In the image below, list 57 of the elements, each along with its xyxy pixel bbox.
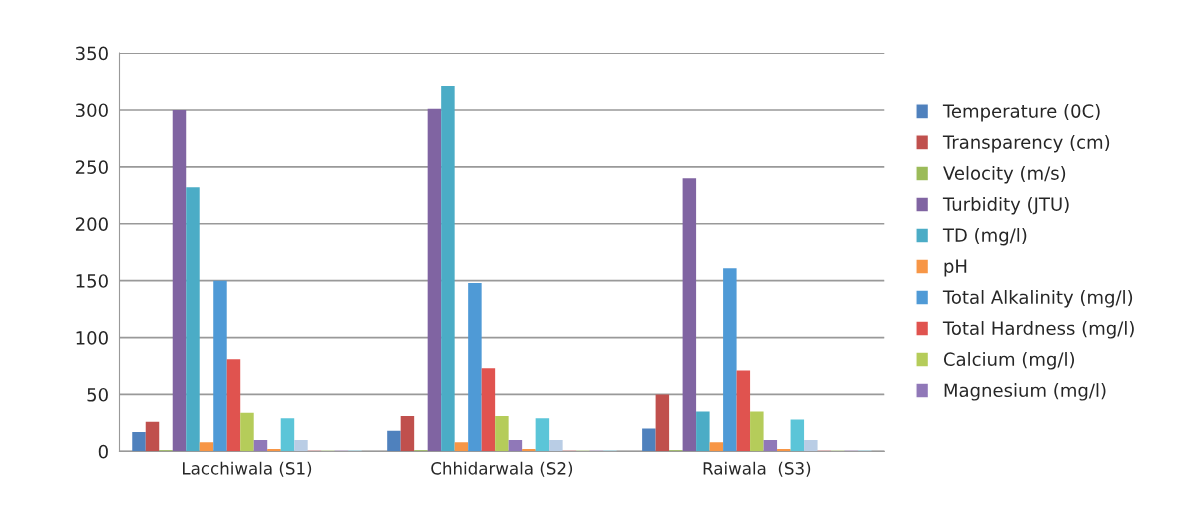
bar bbox=[790, 419, 805, 452]
y-tick-label: 50 bbox=[87, 387, 108, 402]
bar bbox=[400, 416, 415, 452]
legend-label: Total Hardness (mg/l) bbox=[942, 321, 1134, 339]
bar bbox=[468, 282, 482, 452]
bar bbox=[804, 439, 818, 452]
bar bbox=[454, 442, 469, 452]
y-tick-label: 300 bbox=[76, 103, 108, 118]
bar bbox=[655, 394, 670, 452]
legend-label: Turbidity (JTU) bbox=[942, 196, 1069, 215]
bar bbox=[240, 412, 254, 452]
bar bbox=[535, 418, 550, 452]
x-tick-label: Chhidarwala (S2) bbox=[431, 461, 573, 477]
bar bbox=[549, 439, 563, 452]
bar bbox=[172, 109, 187, 452]
bar bbox=[682, 178, 697, 452]
bar bbox=[777, 449, 791, 452]
bar bbox=[226, 359, 241, 452]
bar bbox=[736, 370, 751, 452]
bar bbox=[709, 442, 724, 452]
bar bbox=[427, 108, 442, 452]
y-tick-label: 150 bbox=[76, 274, 108, 288]
bar bbox=[481, 368, 496, 452]
y-tick-label: 200 bbox=[75, 217, 108, 231]
bar bbox=[723, 268, 737, 452]
bar bbox=[508, 439, 523, 452]
bar bbox=[145, 421, 160, 452]
bar bbox=[267, 449, 281, 452]
bar bbox=[280, 418, 295, 452]
x-tick-label: Lacchiwala (S1) bbox=[183, 461, 312, 477]
bar bbox=[522, 449, 536, 452]
y-tick-label: 250 bbox=[75, 160, 108, 174]
bar bbox=[186, 187, 200, 452]
y-tick-label: 0 bbox=[98, 444, 108, 459]
bar bbox=[495, 416, 509, 452]
bar bbox=[213, 280, 227, 452]
bar bbox=[132, 432, 146, 452]
bar bbox=[294, 439, 308, 452]
legend-label: Total Alkalinity (mg/l) bbox=[942, 290, 1133, 308]
legend-label: Temperature (0C) bbox=[942, 103, 1100, 122]
legend-label: TD (mg/l) bbox=[942, 227, 1027, 246]
x-tick-label: Raiwala (S3) bbox=[703, 461, 811, 477]
bar bbox=[387, 430, 401, 452]
legend-label: Velocity (m/s) bbox=[943, 165, 1066, 184]
bar bbox=[750, 411, 764, 452]
bar bbox=[763, 439, 778, 452]
legend-label: Calcium (mg/l) bbox=[943, 352, 1075, 370]
legend-label: pH bbox=[944, 259, 967, 277]
bar bbox=[199, 442, 214, 452]
y-tick-label: 100 bbox=[76, 331, 108, 345]
legend-label: Magnesium (mg/l) bbox=[944, 383, 1106, 401]
bar bbox=[696, 411, 710, 452]
bar bbox=[253, 439, 268, 452]
legend-label: Transparency (cm) bbox=[942, 134, 1110, 153]
y-tick-label: 350 bbox=[76, 46, 108, 61]
bar bbox=[642, 428, 656, 452]
bar bbox=[441, 86, 455, 452]
